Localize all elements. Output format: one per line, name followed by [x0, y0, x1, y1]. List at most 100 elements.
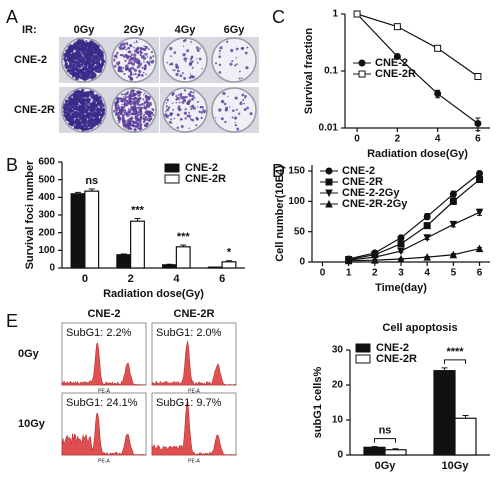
colony [87, 97, 90, 100]
colony [139, 53, 142, 57]
colony [74, 106, 78, 111]
colony [80, 68, 83, 71]
colony [137, 127, 140, 130]
colony [102, 61, 104, 64]
colony [139, 50, 142, 53]
colony [238, 77, 241, 80]
colony [116, 56, 118, 59]
bar [363, 446, 386, 456]
colony [123, 45, 126, 48]
colony [120, 93, 123, 96]
colony [136, 76, 139, 79]
colony [124, 59, 127, 62]
colony [74, 95, 78, 99]
colony [143, 61, 145, 63]
colony [86, 111, 90, 115]
colony [96, 70, 100, 73]
legend-swatch [355, 343, 371, 353]
marker [371, 256, 379, 264]
colony [245, 66, 249, 70]
colony [85, 74, 88, 77]
colony [95, 59, 98, 62]
colony [235, 108, 238, 111]
colony [80, 115, 84, 118]
colony [123, 93, 126, 96]
marker [449, 250, 458, 259]
colony [93, 66, 97, 70]
colony [214, 62, 218, 65]
colony [79, 92, 81, 95]
colony [129, 89, 131, 92]
colony [137, 73, 141, 77]
colony [165, 102, 168, 104]
colony [234, 121, 237, 124]
colony [67, 55, 71, 59]
colony [235, 57, 237, 59]
colony [145, 98, 148, 101]
colony [167, 106, 171, 109]
colony [87, 120, 90, 122]
colony [99, 118, 101, 120]
colony [89, 102, 92, 105]
y-tick-label: 500 [38, 174, 55, 185]
colony [148, 63, 151, 66]
colony [218, 63, 222, 67]
colony [71, 113, 74, 117]
colony [91, 109, 95, 113]
colony [184, 38, 187, 42]
colony [87, 72, 91, 75]
y-tick-label: 150 [288, 166, 305, 177]
colony [195, 46, 199, 50]
colony [150, 101, 152, 104]
colony [95, 50, 99, 54]
colony [138, 70, 142, 74]
colony [77, 78, 80, 80]
subg1-label: SubG1: 2.2% [66, 327, 132, 339]
colony [87, 116, 91, 120]
colony [235, 47, 239, 51]
colony [198, 57, 202, 61]
colony [188, 127, 190, 130]
colony [143, 102, 146, 105]
colony [91, 97, 93, 99]
bar [130, 220, 145, 269]
marker [353, 10, 361, 18]
colony [240, 47, 244, 50]
colony [116, 106, 120, 110]
colony [92, 102, 96, 105]
colony [83, 93, 87, 97]
colony [144, 45, 147, 48]
colony [175, 98, 178, 101]
series-line [348, 211, 480, 261]
colony [90, 51, 94, 55]
marker [397, 247, 405, 256]
colony [87, 43, 92, 47]
series-line [348, 248, 480, 262]
colony [94, 117, 97, 120]
annotation: ns [379, 425, 392, 437]
panel-letter: E [6, 311, 18, 331]
colony [133, 98, 136, 102]
colony [83, 119, 86, 122]
colony [71, 66, 74, 70]
marker [476, 169, 484, 177]
x-tick-label: 0Gy [375, 460, 397, 472]
colony [115, 55, 117, 58]
colony [97, 47, 100, 51]
colony [146, 112, 150, 115]
colony [166, 108, 170, 112]
colony [197, 101, 199, 103]
marker [475, 244, 484, 253]
colony [85, 76, 88, 79]
y-tick-label: 200 [38, 227, 55, 238]
colony [74, 126, 77, 129]
colony [116, 51, 119, 55]
colony [191, 97, 194, 101]
colony [91, 106, 95, 109]
colony [133, 92, 137, 96]
colony [123, 109, 127, 112]
error-bar [225, 260, 232, 262]
colony [85, 44, 88, 46]
colony [218, 55, 221, 58]
